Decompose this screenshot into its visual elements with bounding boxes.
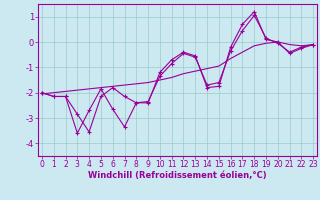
X-axis label: Windchill (Refroidissement éolien,°C): Windchill (Refroidissement éolien,°C): [88, 171, 267, 180]
